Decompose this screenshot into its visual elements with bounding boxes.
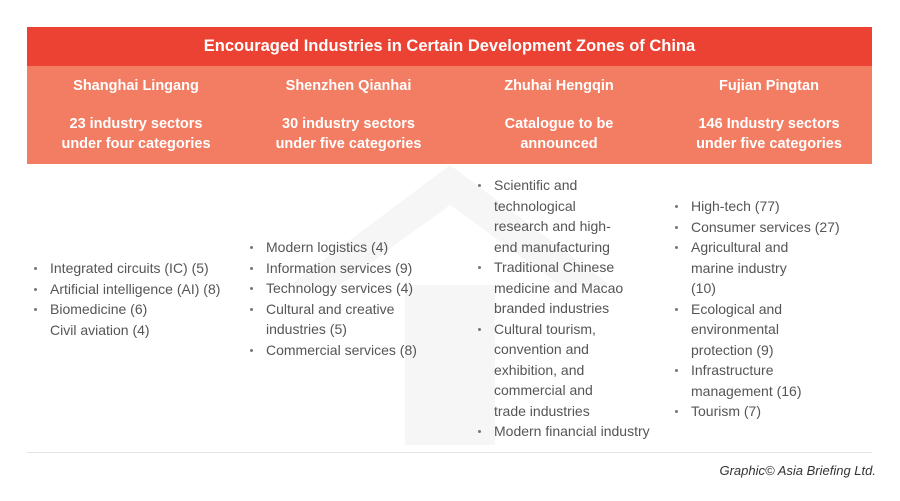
zone-name: Shenzhen Qianhai [285, 78, 412, 94]
zone-subtitle-line: 146 Industry sectors [698, 116, 840, 132]
list-item: Traditional Chinese medicine and Macao b… [476, 257, 626, 319]
list-item: Tourism (7) [673, 401, 863, 422]
zone-column-shenzhen: Modern logistics (4) Information service… [248, 237, 458, 360]
zone-subtitle-line: under four categories [61, 136, 211, 152]
zone-column-zhuhai: Scientific and technological research an… [476, 175, 666, 442]
list-item: High-tech (77) [673, 196, 863, 217]
footer-divider [27, 452, 872, 453]
zone-subtitle-line: announced [520, 136, 598, 152]
zone-subtitle-line: 23 industry sectors [69, 116, 203, 132]
credit-text: Graphic© Asia Briefing Ltd. [719, 463, 876, 478]
zone-column-fujian: High-tech (77) Consumer services (27) Ag… [673, 196, 863, 422]
list-item: Civil aviation (4) [50, 321, 150, 338]
zone-name: Fujian Pingtan [719, 78, 819, 94]
list-item: Ecological and environmental protection … [673, 299, 791, 361]
list-item: Modern logistics (4) [248, 237, 458, 258]
list-item: Biomedicine (6) [32, 299, 242, 320]
page-title: Encouraged Industries in Certain Develop… [27, 27, 872, 66]
list-item: Consumer services (27) [673, 217, 863, 238]
zone-subtitle-line: Catalogue to be [504, 116, 614, 132]
list-item: Integrated circuits (IC) (5) [32, 258, 242, 279]
list-item: Scientific and technological research an… [476, 175, 626, 257]
zone-name: Shanghai Lingang [73, 78, 199, 94]
list-item: Cultural and creative industries (5) [248, 299, 398, 340]
list-item: Commercial services (8) [248, 340, 458, 361]
list-item: Artificial intelligence (AI) (8) [32, 279, 242, 300]
zone-subtitle-line: under five categories [696, 136, 842, 152]
list-item: Infrastructure management (16) [673, 360, 823, 401]
zone-header-zhuhai: Zhuhai Hengqin Catalogue to be announced [452, 66, 666, 164]
zone-header-band: Shanghai Lingang 23 industry sectors und… [27, 66, 872, 164]
list-item: Information services (9) [248, 258, 458, 279]
list-item: Modern financial industry [476, 421, 666, 442]
list-item: Technology services (4) [248, 278, 458, 299]
list-item: Cultural tourism, convention and exhibit… [476, 319, 611, 422]
zone-header-fujian: Fujian Pingtan 146 Industry sectors unde… [666, 66, 872, 164]
zone-column-shanghai: Integrated circuits (IC) (5) Artificial … [32, 258, 242, 340]
list-item: Agricultural and marine industry (10) [673, 237, 803, 299]
zone-header-shanghai: Shanghai Lingang 23 industry sectors und… [27, 66, 245, 164]
zone-subtitle-line: under five categories [275, 136, 422, 152]
zone-header-shenzhen: Shenzhen Qianhai 30 industry sectors und… [245, 66, 452, 164]
zone-subtitle-line: 30 industry sectors [282, 116, 415, 132]
zone-name: Zhuhai Hengqin [504, 78, 614, 94]
